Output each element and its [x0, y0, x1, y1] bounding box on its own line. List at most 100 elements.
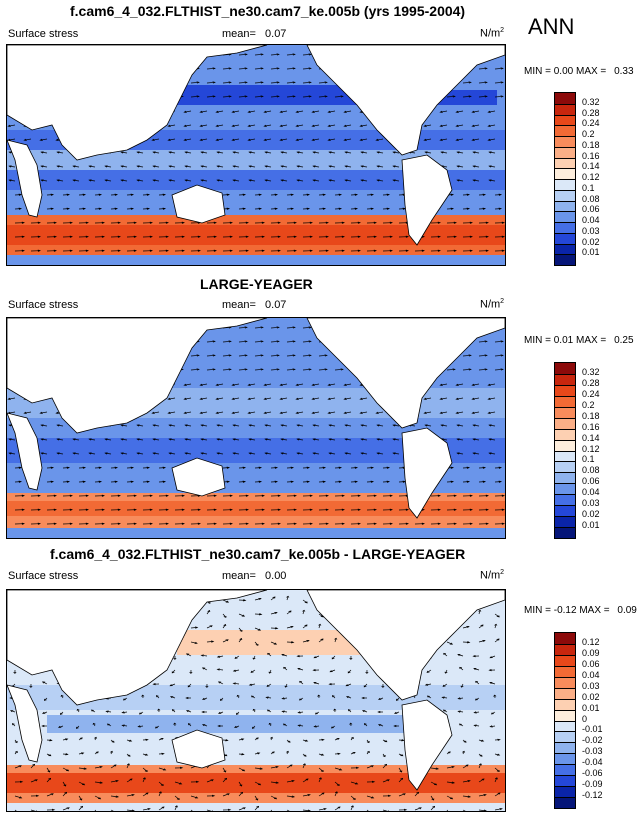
stress-vector-head — [252, 726, 255, 729]
stress-vector — [238, 368, 247, 371]
stress-vector-head — [260, 354, 264, 357]
stress-vector — [222, 767, 226, 773]
stress-vector-head — [482, 207, 487, 210]
stress-vector — [200, 397, 208, 400]
stress-vector-head — [305, 778, 309, 781]
stress-vector-head — [66, 193, 71, 196]
stress-vector — [270, 766, 278, 769]
south-america-land — [401, 154, 453, 246]
stress-vector-head — [304, 739, 309, 742]
stress-vector — [238, 326, 247, 329]
stress-vector-head — [23, 411, 27, 414]
stress-vector-head — [8, 452, 12, 455]
units-exponent: 2 — [500, 298, 505, 305]
stress-vector — [456, 124, 464, 127]
stress-vector-head — [295, 383, 299, 386]
stress-vector-head — [457, 710, 461, 713]
stress-vector — [238, 53, 247, 56]
stress-vector-head — [365, 671, 369, 674]
stress-vector — [318, 638, 324, 643]
colorbar-level-label: 0.18 — [582, 410, 600, 421]
stress-vector-head — [392, 452, 396, 455]
stress-vector-head — [117, 221, 122, 224]
colorbar-segment — [555, 136, 575, 147]
stress-vector-head — [196, 81, 200, 84]
stress-vector — [312, 383, 320, 386]
stress-vector — [286, 340, 295, 343]
stress-vector-head — [292, 368, 296, 371]
stress-vector — [30, 764, 35, 769]
stress-vector — [270, 354, 279, 357]
stress-vector-head — [325, 494, 330, 497]
stress-vector-head — [274, 466, 279, 469]
stress-vector-head — [257, 628, 262, 631]
stress-vector-head — [360, 424, 364, 427]
colorbar-segment — [555, 494, 575, 506]
stress-vector — [254, 95, 263, 98]
stress-vector-head — [291, 780, 295, 783]
stress-vector-head — [56, 452, 60, 455]
stress-vector — [478, 624, 484, 629]
stress-vector — [328, 110, 336, 113]
colorbar-segment — [555, 720, 575, 732]
stress-vector-head — [318, 623, 322, 626]
stress-vector-head — [209, 625, 213, 628]
stress-vector — [344, 110, 352, 113]
stress-vector-head — [81, 783, 86, 786]
stress-vector-head — [366, 750, 370, 753]
stress-vector-head — [320, 638, 324, 641]
stress-vector — [270, 95, 279, 98]
stress-vector-head — [244, 354, 248, 357]
stress-vector — [78, 767, 87, 770]
stress-vector-head — [39, 411, 43, 414]
stress-vector-head — [332, 695, 335, 698]
stress-vector-head — [248, 683, 253, 686]
stress-vector — [254, 641, 259, 646]
stress-vector-head — [312, 165, 316, 168]
stress-vector-head — [472, 654, 476, 658]
stress-vector — [494, 792, 501, 797]
stress-vector-head — [229, 249, 234, 252]
stress-vector-head — [443, 652, 447, 655]
stress-vector-head — [97, 797, 102, 800]
stress-vector-head — [184, 452, 188, 455]
stress-vector-head — [313, 682, 317, 685]
stress-vector — [440, 110, 448, 113]
stress-vector-head — [328, 424, 332, 427]
stress-vector-head — [133, 494, 138, 497]
stress-vector — [478, 809, 487, 811]
stress-vector-head — [471, 138, 475, 141]
stress-vector-head — [264, 179, 268, 182]
africa-land — [7, 684, 43, 763]
stress-vector-head — [18, 765, 22, 768]
stress-vector-head — [229, 221, 234, 224]
stress-vector-head — [496, 769, 500, 772]
stress-vector-head — [466, 207, 471, 210]
stress-vector-head — [120, 424, 124, 427]
stress-vector-head — [161, 806, 165, 809]
stress-vector-head — [489, 656, 493, 659]
colorbar-segment — [555, 200, 575, 212]
stress-vector-head — [290, 466, 295, 469]
stress-vector — [78, 781, 85, 786]
stress-vector-head — [274, 193, 279, 196]
stress-vector-head — [183, 383, 187, 386]
panel-1-colorbar — [554, 92, 576, 266]
colorbar-level-label: 0.01 — [582, 247, 600, 258]
south-america-land — [401, 427, 453, 519]
stress-vector-head — [500, 67, 504, 70]
colorbar-segment — [555, 731, 575, 743]
stress-vector-head — [216, 165, 220, 168]
stress-vector — [286, 53, 295, 56]
stress-vector-head — [386, 466, 391, 469]
stress-vector-head — [152, 165, 156, 168]
stress-vector-head — [41, 724, 45, 728]
stress-vector-head — [160, 783, 164, 786]
stress-vector-head — [264, 151, 268, 154]
stress-vector-head — [201, 710, 205, 714]
stress-vector-head — [138, 712, 142, 715]
stress-vector-head — [308, 81, 312, 84]
stress-vector-head — [14, 741, 18, 744]
stress-vector-head — [469, 522, 474, 525]
stress-vector — [78, 806, 83, 811]
